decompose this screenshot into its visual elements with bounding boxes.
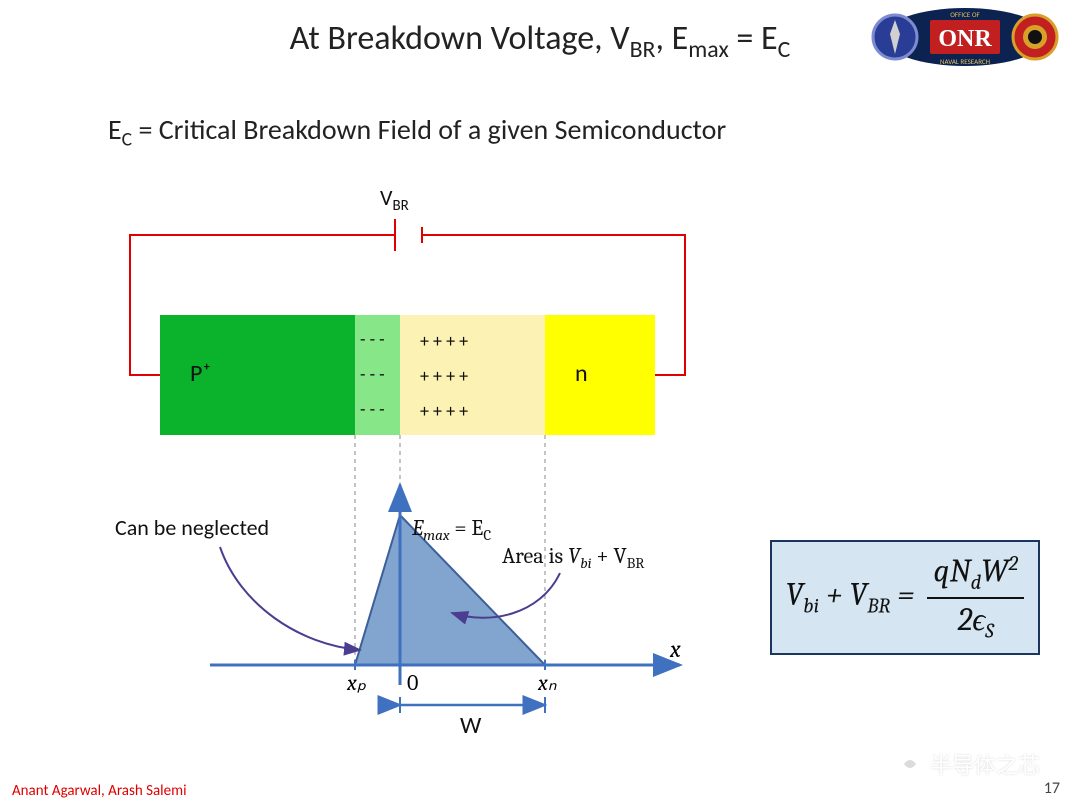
battery-symbol xyxy=(395,219,422,251)
subtitle: EC = Critical Breakdown Field of a given… xyxy=(108,112,726,152)
svg-text:+ + + +: + + + + xyxy=(420,365,468,387)
svg-text:+ + + +: + + + + xyxy=(420,330,468,352)
page-title: At Breakdown Voltage, VBR, Emax = EC xyxy=(0,18,1080,64)
footer-authors: Anant Agarwal, Arash Salemi xyxy=(12,782,187,800)
emax-label: Emax = EC xyxy=(411,515,491,544)
svg-text:xₙ: xₙ xyxy=(537,670,557,696)
n-region xyxy=(545,315,655,435)
svg-text:W: W xyxy=(460,711,482,740)
svg-text:- - -: - - - xyxy=(360,363,385,385)
svg-text:+ + + +: + + + + xyxy=(420,400,468,422)
diagram: VBR P⁺ n - - - - - - - - - + + + + + + +… xyxy=(60,175,1020,775)
area-label: Area is Vbi + VBR xyxy=(502,543,645,572)
watermark: 半导体之芯 xyxy=(896,748,1040,780)
svg-text:x: x xyxy=(669,635,681,663)
svg-text:0: 0 xyxy=(407,670,418,696)
n-label: n xyxy=(575,359,588,388)
page-number: 17 xyxy=(1044,779,1060,798)
neglect-arrow xyxy=(220,547,360,650)
svg-text:xₚ: xₚ xyxy=(346,670,367,696)
vbr-label: VBR xyxy=(380,184,409,215)
svg-text:- - -: - - - xyxy=(360,328,385,350)
formula-box: Vbi + VBR = qNdW2 2ϵS xyxy=(770,540,1040,655)
svg-text:- - -: - - - xyxy=(360,398,385,420)
neglect-label: Can be neglected xyxy=(115,514,269,541)
p-plus-label: P⁺ xyxy=(190,359,211,388)
